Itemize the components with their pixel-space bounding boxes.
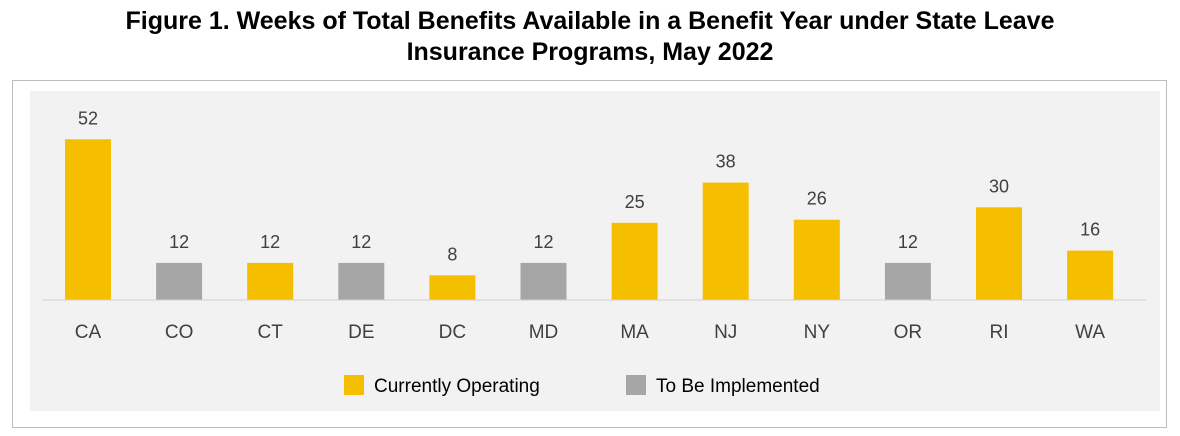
bar-de	[338, 262, 385, 300]
bar-ri	[976, 207, 1022, 300]
bar-ca	[65, 139, 111, 300]
bar-ct	[247, 262, 294, 300]
x-tick-label-ct: CT	[258, 322, 284, 343]
data-label-co: 12	[169, 232, 189, 252]
data-label-ca: 52	[78, 108, 98, 128]
data-label-ny: 26	[807, 189, 827, 209]
x-tick-label-md: MD	[529, 322, 559, 343]
data-label-nj: 38	[716, 152, 736, 172]
legend-label-currently-operating: Currently Operating	[374, 376, 540, 397]
bar-md	[520, 262, 567, 300]
bars-group	[65, 139, 1114, 301]
bar-co	[156, 262, 203, 300]
bar-nj	[702, 182, 749, 300]
bar-ny	[793, 219, 840, 300]
data-label-ma: 25	[625, 192, 645, 212]
x-tick-label-dc: DC	[439, 322, 466, 343]
chart-title-line-2: Insurance Programs, May 2022	[406, 38, 774, 66]
data-label-wa: 16	[1080, 220, 1100, 240]
bar-or	[884, 262, 931, 300]
data-label-or: 12	[898, 232, 918, 252]
x-tick-label-ny: NY	[804, 322, 831, 343]
x-tick-label-ri: RI	[990, 322, 1009, 343]
legend-label-to-be-implemented: To Be Implemented	[656, 376, 820, 397]
x-tick-label-ma: MA	[620, 322, 649, 343]
x-tick-label-or: OR	[894, 322, 923, 343]
bar-dc	[429, 275, 476, 300]
bar-wa	[1067, 250, 1114, 300]
data-label-md: 12	[533, 232, 553, 252]
x-tick-label-nj: NJ	[714, 322, 737, 343]
data-label-de: 12	[351, 232, 371, 252]
chart-title: Figure 1. Weeks of Total Benefits Availa…	[0, 6, 1180, 68]
data-labels-group: 52 12 12 12 8 12 25 38 26 12 30 16	[78, 108, 1100, 264]
chart-title-line-1: Figure 1. Weeks of Total Benefits Availa…	[125, 7, 1055, 35]
x-tick-label-wa: WA	[1075, 322, 1105, 343]
data-label-ri: 30	[989, 176, 1009, 196]
x-tick-label-de: DE	[348, 322, 374, 343]
bar-ma	[611, 222, 658, 301]
plot-area	[30, 91, 1160, 411]
x-tick-label-ca: CA	[75, 322, 102, 343]
data-label-dc: 8	[447, 244, 457, 264]
x-tick-labels-group: CA CO CT DE DC MD MA NJ NY OR RI WA	[75, 322, 1106, 343]
data-label-ct: 12	[260, 232, 280, 252]
legend: Currently Operating To Be Implemented	[344, 375, 820, 397]
x-tick-label-co: CO	[165, 322, 194, 343]
legend-swatch-to-be-implemented	[626, 375, 646, 395]
legend-swatch-currently-operating	[344, 375, 364, 395]
